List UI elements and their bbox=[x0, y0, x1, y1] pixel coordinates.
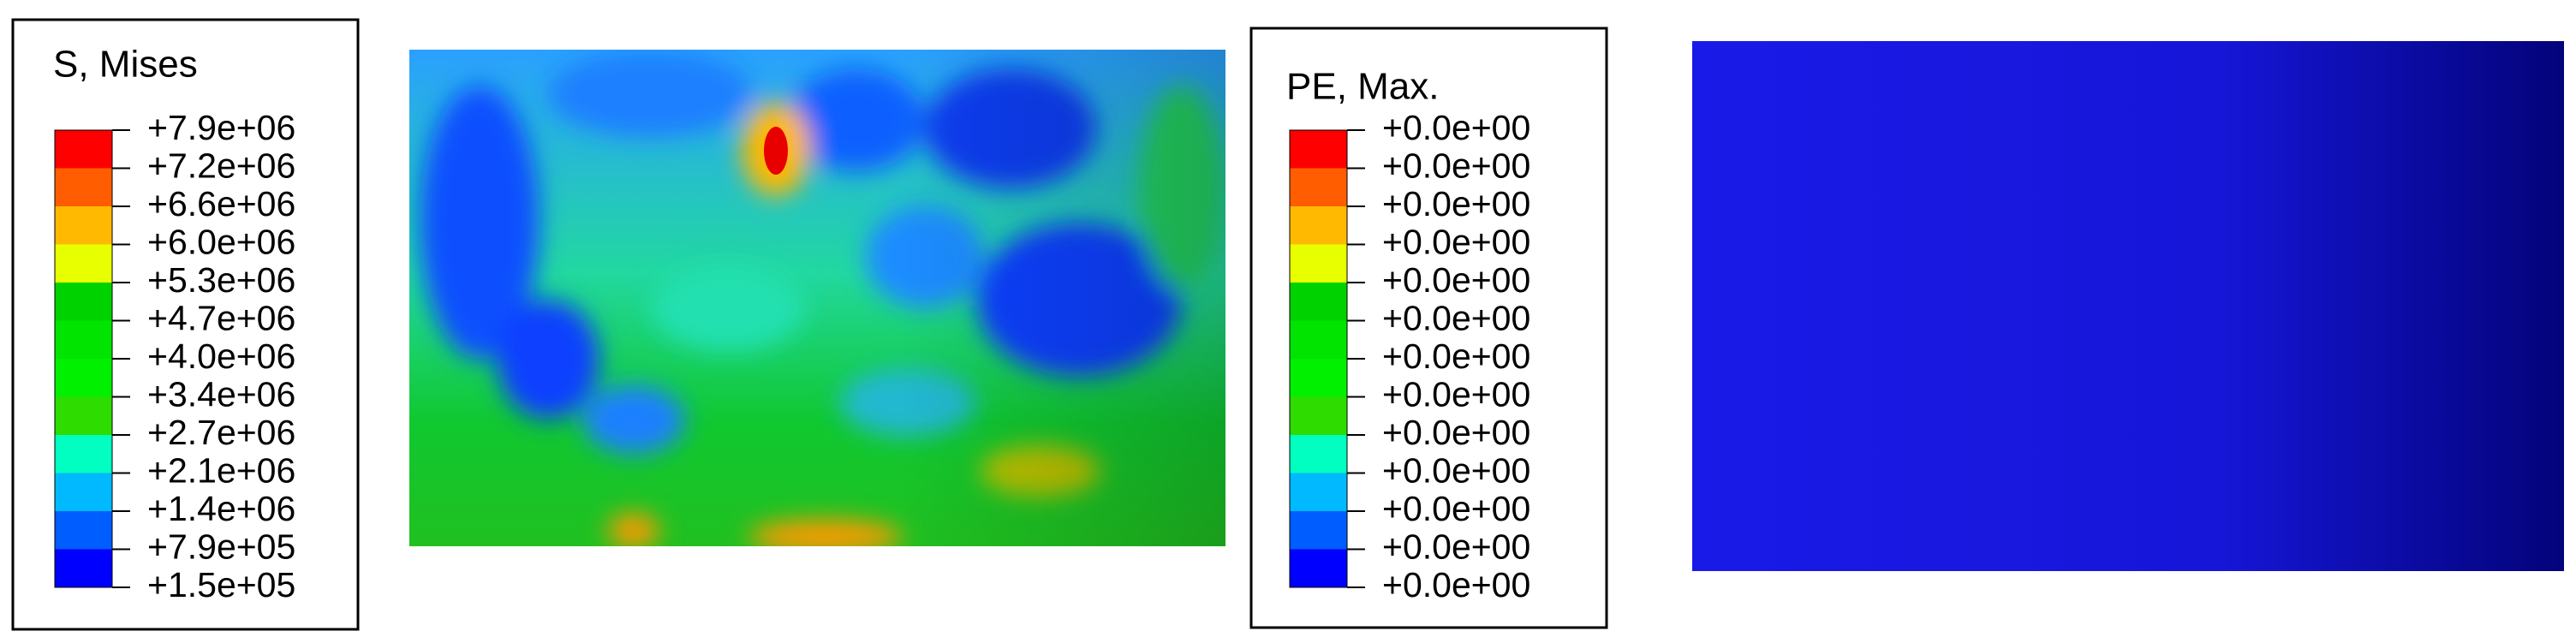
legend-label: +1.4e+06 bbox=[147, 489, 295, 528]
legend-label: +0.0e+00 bbox=[1382, 527, 1530, 566]
color-band bbox=[55, 359, 112, 397]
legend-label: +7.9e+06 bbox=[147, 108, 295, 147]
color-band bbox=[1290, 320, 1347, 359]
color-band bbox=[1290, 130, 1347, 169]
legend-label: +7.9e+05 bbox=[147, 527, 295, 566]
legend-label: +7.2e+06 bbox=[147, 146, 295, 185]
color-band bbox=[55, 244, 112, 283]
legend-label: +0.0e+00 bbox=[1382, 298, 1530, 337]
legend-label: +0.0e+00 bbox=[1382, 108, 1530, 147]
legend-label: +0.0e+00 bbox=[1382, 450, 1530, 490]
color-band bbox=[55, 396, 112, 435]
legend-label: +1.5e+05 bbox=[147, 565, 295, 604]
contour-plot bbox=[1692, 41, 2564, 571]
legend-label: +4.7e+06 bbox=[147, 298, 295, 337]
color-band bbox=[1290, 396, 1347, 435]
color-band bbox=[55, 549, 112, 587]
color-band bbox=[1290, 359, 1347, 397]
contour-plot bbox=[409, 50, 1225, 546]
legend-label: +0.0e+00 bbox=[1382, 184, 1530, 223]
legend-label: +6.6e+06 bbox=[147, 184, 295, 223]
legend-label: +0.0e+00 bbox=[1382, 565, 1530, 604]
color-band bbox=[1290, 206, 1347, 245]
legend-label: +0.0e+00 bbox=[1382, 260, 1530, 300]
color-band bbox=[1290, 473, 1347, 511]
color-band bbox=[55, 168, 112, 206]
legend-label: +0.0e+00 bbox=[1382, 222, 1530, 261]
color-band bbox=[1290, 283, 1347, 321]
legend-label: +0.0e+00 bbox=[1382, 146, 1530, 185]
color-band bbox=[1290, 168, 1347, 206]
color-band bbox=[55, 130, 112, 169]
color-band bbox=[1290, 549, 1347, 587]
legend-label: +4.0e+06 bbox=[147, 336, 295, 376]
color-band bbox=[55, 320, 112, 359]
color-band bbox=[55, 511, 112, 550]
color-band bbox=[55, 473, 112, 511]
color-band bbox=[55, 435, 112, 473]
color-band bbox=[1290, 435, 1347, 473]
legend-label: +0.0e+00 bbox=[1382, 374, 1530, 414]
legend-label: +2.1e+06 bbox=[147, 450, 295, 490]
legend-label: +0.0e+00 bbox=[1382, 413, 1530, 452]
color-band bbox=[1290, 244, 1347, 283]
legend-title: PE, Max. bbox=[1286, 66, 1440, 108]
legend-label: +2.7e+06 bbox=[147, 413, 295, 452]
color-band bbox=[1290, 511, 1347, 550]
legend-label: +3.4e+06 bbox=[147, 374, 295, 414]
color-band bbox=[55, 206, 112, 245]
legend-label: +0.0e+00 bbox=[1382, 489, 1530, 528]
color-band bbox=[55, 283, 112, 321]
legend-label: +6.0e+06 bbox=[147, 222, 295, 261]
legend-label: +0.0e+00 bbox=[1382, 336, 1530, 376]
legend-title: S, Mises bbox=[53, 44, 198, 86]
legend-label: +5.3e+06 bbox=[147, 260, 295, 300]
